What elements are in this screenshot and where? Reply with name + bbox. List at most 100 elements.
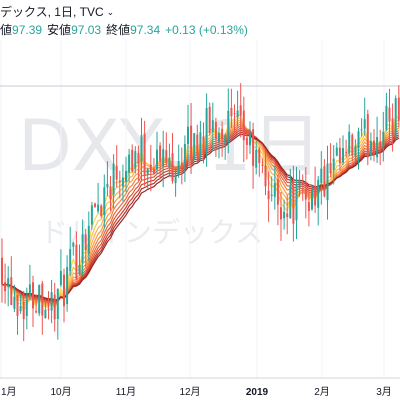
candle-body <box>208 106 211 133</box>
candle-body <box>218 133 220 142</box>
candle-body <box>50 292 53 311</box>
candle-body <box>59 271 62 286</box>
candle-body <box>128 154 131 173</box>
candle-body <box>211 120 214 133</box>
candle-body <box>301 181 304 185</box>
candle-body <box>72 242 75 247</box>
candle-body <box>109 186 112 200</box>
candle-body <box>332 158 335 171</box>
candle-body <box>320 168 323 183</box>
candle-body <box>261 164 264 166</box>
candle-body <box>335 147 338 156</box>
candle-body <box>329 163 332 174</box>
candle-body <box>205 108 208 153</box>
x-tick-label: 3月 <box>376 386 392 398</box>
candle-body <box>187 126 189 145</box>
candle-body <box>391 118 394 136</box>
candle-body <box>32 282 34 309</box>
candle-body <box>314 186 317 206</box>
candle-body <box>224 135 227 145</box>
candle-body <box>276 179 279 205</box>
candle-body <box>193 133 196 161</box>
candle-body <box>233 113 236 115</box>
candle-body <box>385 105 388 130</box>
candle-body <box>236 110 239 118</box>
candle-body <box>159 145 162 162</box>
candle-body <box>227 110 230 137</box>
candle-body <box>373 140 375 153</box>
candle-body <box>94 203 96 207</box>
candle-body <box>131 149 134 172</box>
candle-body <box>298 180 301 189</box>
x-tick-label: 10月 <box>50 386 71 398</box>
candle-body <box>249 134 251 146</box>
candle-body <box>84 234 87 251</box>
candle-body <box>345 152 348 154</box>
candle-body <box>323 166 326 197</box>
grid <box>0 40 385 378</box>
candle-body <box>366 114 369 158</box>
candle-body <box>394 98 397 138</box>
candle-body <box>13 296 16 309</box>
candle-body <box>286 213 289 218</box>
candle-body <box>342 148 344 163</box>
chevron-down-icon[interactable]: ⌄ <box>106 7 115 17</box>
candle-body <box>149 164 152 172</box>
candle-body <box>397 97 400 121</box>
candle-body <box>245 137 248 145</box>
chart-title-row[interactable]: デックス, 1日, TVC ⌄ <box>0 3 114 20</box>
candle-body <box>239 105 242 116</box>
ohlc-legend: 値97.39 安値97.03 終値97.34 +0.13 (+0.13%) <box>0 21 248 38</box>
candle-body <box>360 129 363 131</box>
candle-body <box>338 147 341 164</box>
candle-body <box>47 309 50 311</box>
low-value: 97.03 <box>71 23 102 37</box>
candle-body <box>125 171 127 182</box>
candle-body <box>140 135 143 163</box>
candle-body <box>4 281 7 292</box>
watermark-name: ドルインデックス <box>40 216 263 249</box>
candle-body <box>252 129 255 166</box>
candle-body <box>376 136 379 158</box>
candle-body <box>1 257 3 285</box>
chart-title[interactable]: デックス, 1日, TVC <box>0 5 104 19</box>
candle-body <box>382 131 385 148</box>
candle-body <box>289 185 292 219</box>
change-value: +0.13 (+0.13%) <box>165 23 248 37</box>
candle-body <box>165 150 168 163</box>
candle-body <box>152 168 155 174</box>
candle-body <box>369 141 372 156</box>
candle-body <box>143 133 146 176</box>
candle-body <box>270 194 273 196</box>
candle-body <box>103 187 106 216</box>
low-label: 安値 <box>47 23 72 37</box>
candle-body <box>146 168 149 175</box>
candle-body <box>35 311 38 313</box>
candle-body <box>171 153 174 182</box>
candle-body <box>177 161 180 175</box>
candle-body <box>221 128 224 140</box>
candle-body <box>311 189 313 210</box>
candle-body <box>66 267 69 305</box>
candle-body <box>174 175 177 184</box>
candles <box>1 83 400 342</box>
candle-body <box>180 162 183 166</box>
candle-body <box>100 205 103 216</box>
x-tick-label: 2月 <box>314 386 330 398</box>
candle-body <box>255 149 258 168</box>
candle-body <box>307 202 310 211</box>
candle-body <box>16 294 19 316</box>
open-value: 97.39 <box>12 23 43 37</box>
candle-body <box>78 264 81 275</box>
candle-body <box>7 278 10 288</box>
candle-body <box>38 285 41 314</box>
candle-body <box>379 141 382 149</box>
x-tick-label: 12月 <box>179 386 200 398</box>
candle-body <box>134 150 137 169</box>
candle-body <box>115 165 118 180</box>
candle-body <box>363 119 366 129</box>
candle-body <box>292 186 295 224</box>
candle-body <box>53 294 56 320</box>
